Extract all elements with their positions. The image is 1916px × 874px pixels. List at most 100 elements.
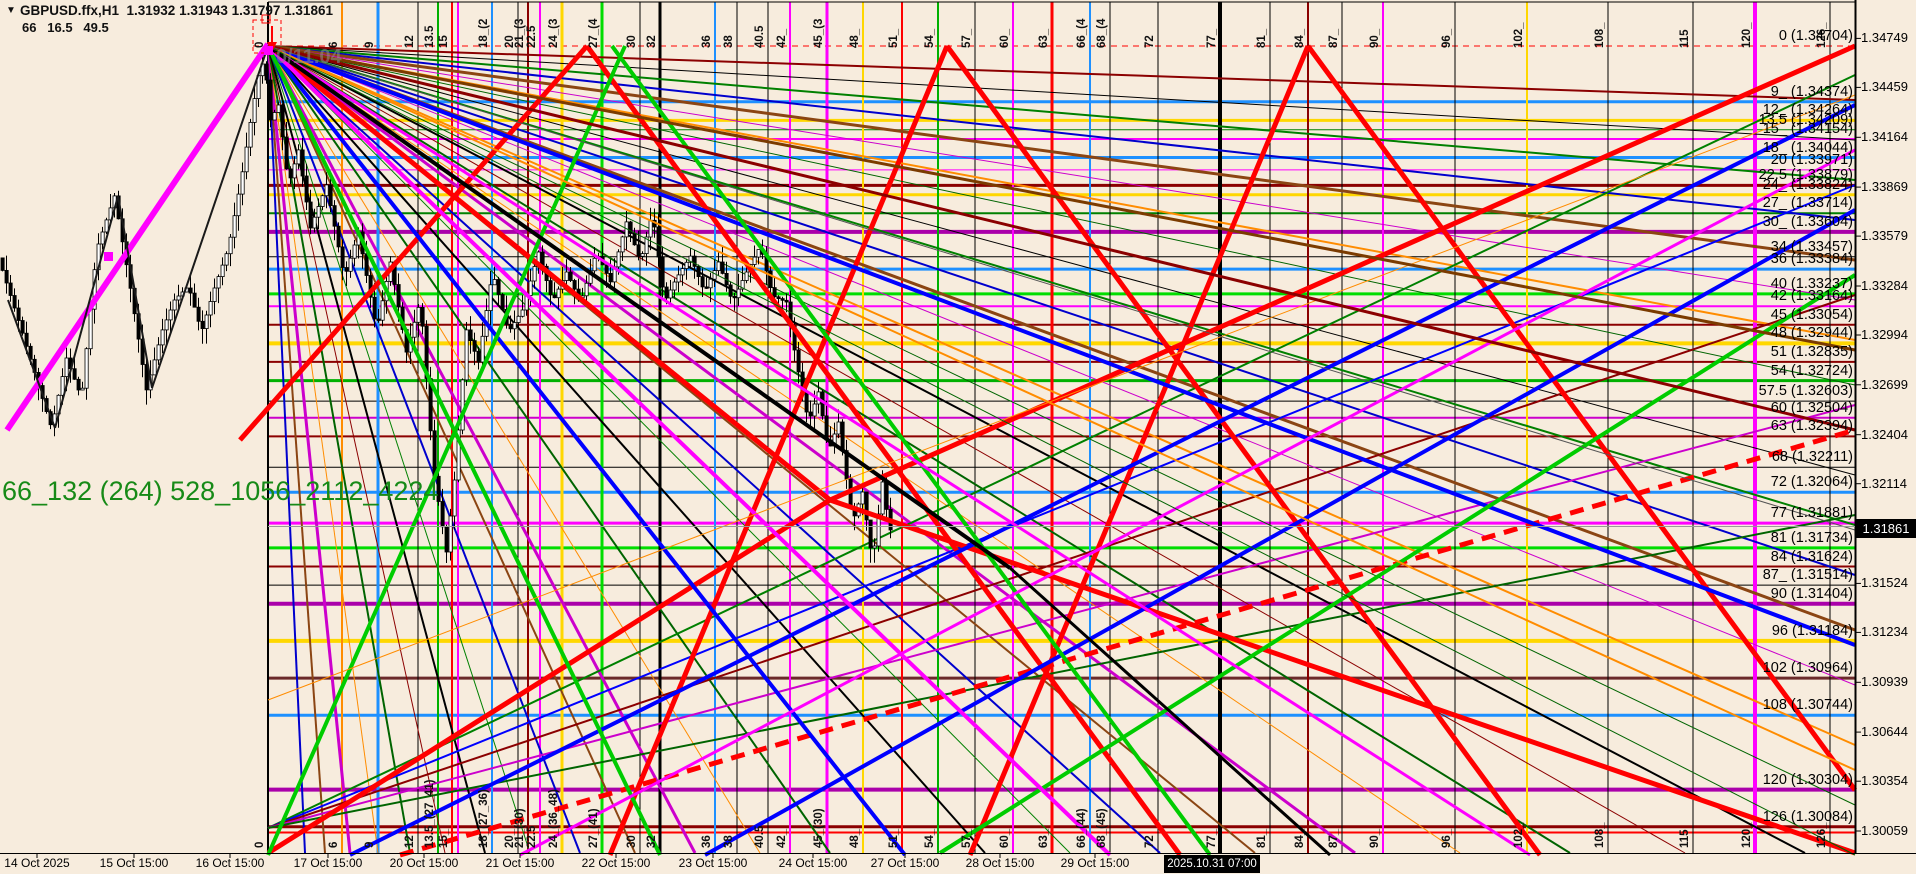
candle-body [196, 306, 201, 322]
candle-body [572, 280, 577, 290]
gann-fan-line [267, 45, 1571, 854]
selection-handle[interactable] [261, 14, 271, 24]
gann-fan-line [267, 44, 1856, 262]
candle-body [468, 329, 473, 341]
candle-body [796, 349, 801, 373]
gann-fan-line [267, 45, 1071, 854]
gann-fan-line [267, 45, 1856, 686]
candle-body [72, 368, 77, 380]
gann-fan-line [267, 45, 1856, 301]
candle-body [864, 491, 869, 521]
candle-body [512, 322, 517, 330]
candle-body [628, 221, 633, 234]
trend-line [267, 94, 1856, 701]
candle-body [620, 236, 625, 253]
candle-body [548, 280, 553, 296]
candle-body [336, 225, 341, 248]
gann-fan-line [267, 45, 379, 854]
gann-fan-line [267, 45, 446, 854]
candle-body [712, 270, 717, 280]
candle-body [200, 320, 205, 329]
candle-body [736, 288, 741, 299]
selection-box[interactable] [252, 19, 282, 54]
candle-body [424, 325, 429, 379]
candle-body [456, 429, 461, 481]
candle-body [436, 475, 441, 502]
gann-fan-line [266, 45, 352, 854]
candle-body [444, 526, 449, 553]
candle-body [840, 421, 845, 452]
trend-line [266, 497, 832, 856]
gann-fan-line [267, 45, 1856, 141]
candle-body [396, 284, 401, 308]
candle-body [224, 253, 229, 266]
candle-body [320, 195, 325, 207]
candle-body [884, 481, 889, 510]
candle-body [152, 359, 157, 376]
trend-line [519, 148, 1856, 857]
candle-body [84, 348, 89, 389]
trend-line [267, 45, 1856, 531]
candle-body [684, 261, 689, 269]
candle-body [228, 236, 233, 255]
candle-body [608, 272, 613, 283]
trend-line [266, 44, 907, 857]
gann-fan-line [267, 404, 1856, 829]
trend-line [117, 195, 153, 389]
candle-body [80, 387, 85, 391]
candle-body [288, 168, 293, 179]
trend-line [238, 44, 589, 442]
candle-body [204, 314, 209, 330]
candle-body [208, 301, 213, 316]
trend-line [267, 44, 1531, 857]
trend-line [584, 44, 1183, 857]
candle-body [732, 295, 737, 299]
candle-body [780, 298, 785, 301]
candle-body [552, 294, 557, 299]
candle-body [284, 136, 289, 170]
candle-body [156, 344, 161, 361]
candle-body [772, 287, 777, 298]
candle-body [212, 287, 217, 302]
gann-fan-line [267, 45, 326, 854]
trend-line [266, 44, 832, 502]
candle-body [644, 236, 649, 255]
candle-body [308, 201, 313, 229]
candle-body [448, 515, 453, 553]
gann-fan-line [267, 45, 636, 854]
trend-line [267, 45, 1856, 771]
gann-fan-line [267, 44, 1856, 632]
candle-body [520, 309, 525, 317]
candle-body [172, 299, 177, 311]
candle-body [740, 280, 745, 290]
apex-marker [264, 46, 273, 55]
candle-body [440, 501, 445, 528]
candle-body [272, 112, 277, 121]
candle-body [376, 318, 381, 321]
gann-fan-line [267, 44, 1356, 855]
gann-fan-line [267, 74, 1856, 829]
candle-body [236, 193, 241, 217]
candle-body [460, 379, 465, 431]
candle-body [252, 98, 257, 123]
candle-body [516, 315, 521, 323]
candle-body [492, 279, 497, 286]
candle-body [0, 257, 5, 271]
candle-body [160, 329, 165, 346]
candle-body [528, 280, 533, 296]
candle-body [568, 271, 573, 281]
candle-body [688, 255, 693, 263]
gann-levels-layer [253, 45, 1855, 834]
candle-body [340, 246, 345, 268]
candle-body [488, 284, 493, 311]
candle-body [416, 306, 421, 323]
candle-body [220, 264, 225, 278]
candle-body [592, 257, 597, 272]
trend-line [267, 44, 1856, 647]
gann-fan-line [267, 294, 1856, 829]
candle-body [640, 253, 645, 257]
candle-body [768, 270, 773, 288]
trend-line [266, 44, 1012, 570]
